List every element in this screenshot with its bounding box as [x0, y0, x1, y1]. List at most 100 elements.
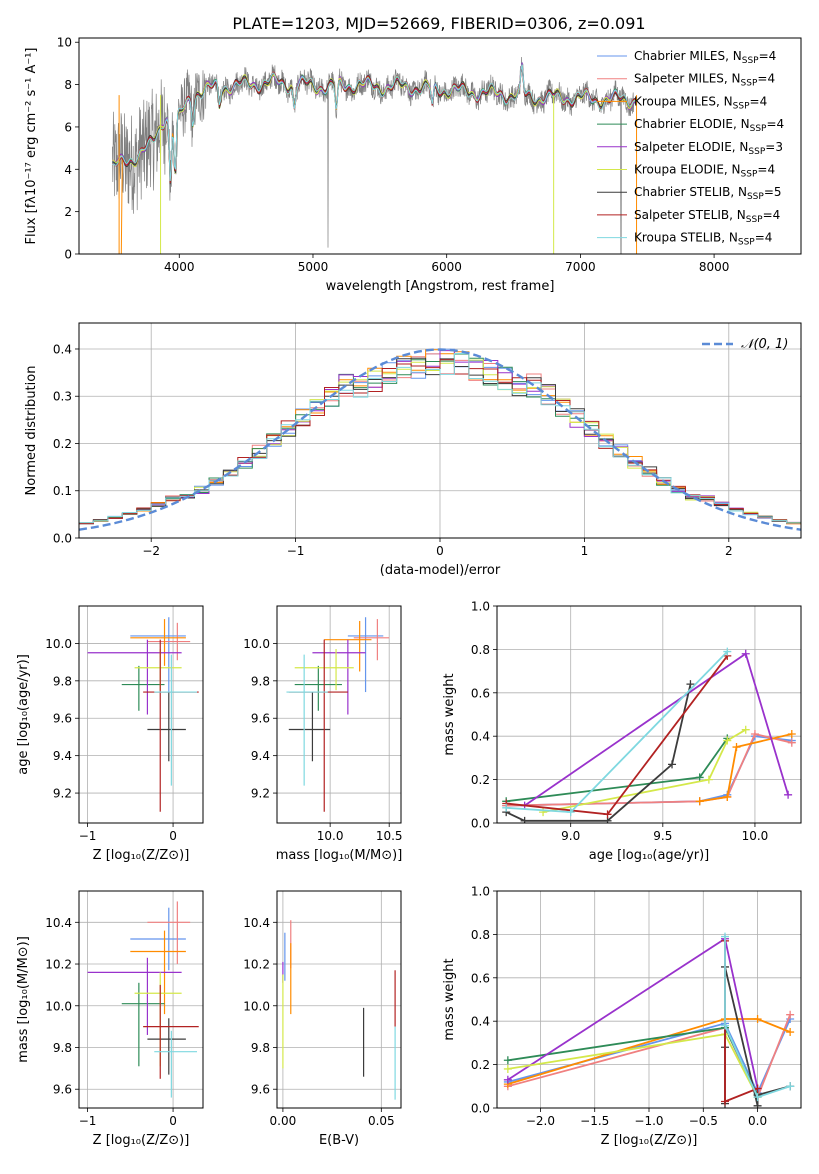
x-axis-label: mass [log₁₀(M/M⊙)] [276, 848, 403, 863]
series-marker-chabrier-stelib [668, 760, 677, 769]
y-axis-label: mass weight [442, 958, 457, 1040]
x-tick-label: 5000 [298, 260, 329, 274]
x-tick-label: −1 [79, 829, 97, 843]
y-axis-label: Flux [fλ10⁻¹⁷ erg cm⁻² s⁻¹ A⁻¹] [24, 48, 39, 245]
series-marker-kroupa-elodie [503, 1064, 512, 1073]
x-tick-label: −0.5 [689, 1114, 718, 1128]
errorbar-chabrier-stelib [147, 1018, 186, 1075]
series-marker-salpeter-miles [787, 738, 796, 747]
legend-label-salpeter-stelib: Salpeter STELIB, NSSP=4 [634, 208, 780, 225]
y-tick-label: 4 [64, 163, 72, 177]
errorbar-salpeter-elodie [87, 639, 182, 715]
series-marker-salpeter-elodie [741, 649, 750, 658]
y-tick-label: 0.8 [471, 928, 490, 942]
normal-distribution-curve [79, 348, 801, 531]
axes-frame [496, 605, 802, 824]
y-tick-label: 9.6 [53, 1083, 72, 1097]
series-marker-chabrier-stelib [520, 816, 529, 823]
model-spectrum-chabrier-stelib [112, 66, 637, 185]
x-tick-label: 2 [725, 544, 733, 558]
x-tick-label: 10.5 [376, 829, 403, 843]
series-marker-salpeter-elodie [784, 790, 793, 799]
y-tick-label: 10.0 [45, 637, 72, 651]
series-marker-kroupa-stelib [721, 1021, 729, 1030]
spectrum-legend: Chabrier MILES, NSSP=4 Salpeter MILES, NS… [597, 49, 784, 248]
series-marker-kroupa-stelib [723, 647, 732, 656]
errorbar-chabrier-elodie [121, 665, 165, 711]
age-vs-metallicity-panel: −1 0 9.2 9.4 9.6 9.8 10.0 Z [log₁₀(Z/Z⊙)] age [l… [16, 605, 204, 863]
errorbar-chabrier-miles [130, 907, 186, 971]
errorbar-kroupa-stelib [286, 654, 328, 786]
series-marker-kroupa-miles [786, 1028, 795, 1037]
y-tick-label: 9.8 [251, 1041, 270, 1055]
y-tick-label: 9.8 [53, 1041, 72, 1055]
errorbar-chabrier-stelib [147, 692, 186, 762]
y-tick-label: 10.0 [45, 999, 72, 1013]
x-tick-label: −2 [142, 544, 160, 558]
y-tick-label: 10.4 [243, 916, 270, 930]
y-tick-label: 0.3 [53, 390, 72, 404]
series-line-chabrier-elodie [506, 737, 729, 803]
y-tick-label: 10.0 [243, 999, 270, 1013]
x-tick-label: 8000 [699, 260, 730, 274]
y-tick-label: 9.6 [53, 712, 72, 726]
errorbar-kroupa-miles [130, 619, 186, 666]
y-tick-label: 9.2 [53, 787, 72, 801]
mass-vs-extinction-panel: 0.00 0.05 9.6 9.8 10.0 10.2 10.4 E(B-V) [243, 890, 402, 1148]
plot-area [286, 617, 390, 812]
series-marker-chabrier-elodie [503, 1056, 512, 1065]
series-marker-kroupa-elodie [741, 725, 750, 734]
y-axis-label: age [log₁₀(age/yr)] [16, 654, 31, 775]
y-tick-label: 1.0 [471, 600, 490, 614]
errorbar-salpeter-stelib [143, 984, 199, 1079]
series-marker-salpeter-elodie [503, 1075, 512, 1084]
x-tick-label: 0.05 [368, 1114, 395, 1128]
series-marker-salpeter-miles [750, 730, 759, 739]
series-marker-chabrier-stelib [753, 1101, 762, 1108]
series-marker-kroupa-stelib [721, 932, 729, 941]
y-tick-label: 10.2 [243, 958, 270, 972]
axes-frame [78, 605, 204, 824]
series-marker-kroupa-miles [732, 743, 741, 752]
x-tick-label: −2.0 [526, 1114, 555, 1128]
series-marker-kroupa-miles [753, 1015, 762, 1024]
y-tick-label: 2 [64, 205, 72, 219]
y-tick-label: 0.0 [53, 532, 72, 546]
plot-area [79, 348, 801, 531]
mass-weight-vs-age-panel: 9.0 9.5 10.0 0.0 0.2 0.4 0.6 0.8 1.0 age [log₁₀(a… [442, 600, 802, 863]
x-tick-label: 0.0 [748, 1114, 767, 1128]
axes-frame [276, 890, 402, 1109]
x-axis-label: age [log₁₀(age/yr)] [589, 848, 710, 863]
series-line-salpeter-stelib [506, 655, 729, 816]
y-tick-label: 0.4 [471, 730, 490, 744]
errorbar-salpeter-elodie [87, 957, 182, 1035]
x-axis-label: Z [log₁₀(Z/Z⊙)] [93, 1133, 190, 1148]
y-axis-label: Normed distribution [24, 366, 39, 496]
legend-label-chabrier-miles: Chabrier MILES, NSSP=4 [634, 49, 776, 66]
y-tick-label: 0.8 [471, 643, 490, 657]
axes-frame [78, 890, 204, 1109]
y-tick-label: 10.4 [45, 916, 72, 930]
x-tick-label: −1 [287, 544, 305, 558]
spectrum-panel: 4000 5000 6000 7000 8000 0 2 4 6 8 10 wavelength [A… [24, 36, 802, 294]
y-tick-label: 1.0 [471, 885, 490, 899]
y-tick-label: 6 [64, 120, 72, 134]
errorbar-chabrier-elodie [294, 665, 342, 711]
y-tick-label: 0.6 [471, 971, 490, 985]
series-marker-chabrier-stelib [686, 680, 695, 689]
y-tick-label: 10 [57, 36, 72, 50]
series-marker-kroupa-stelib [786, 1082, 795, 1091]
series-line-kroupa-elodie [507, 1033, 759, 1098]
x-tick-label: 4000 [164, 260, 195, 274]
y-tick-label: 0.2 [53, 437, 72, 451]
series-marker-kroupa-elodie [723, 736, 732, 745]
x-tick-label: −1.0 [634, 1114, 663, 1128]
legend-label-kroupa-elodie: Kroupa ELODIE, NSSP=4 [634, 163, 775, 180]
y-tick-label: 9.8 [251, 674, 270, 688]
errorbar-kroupa-stelib [154, 654, 198, 786]
age-vs-mass-panel: 10.0 10.5 9.2 9.4 9.6 9.8 10.0 mass [log₁₀(M/M⊙… [243, 605, 403, 863]
series-marker-chabrier-elodie [695, 773, 704, 782]
y-tick-label: 0.6 [471, 686, 490, 700]
errorbar-salpeter-elodie [312, 639, 366, 715]
